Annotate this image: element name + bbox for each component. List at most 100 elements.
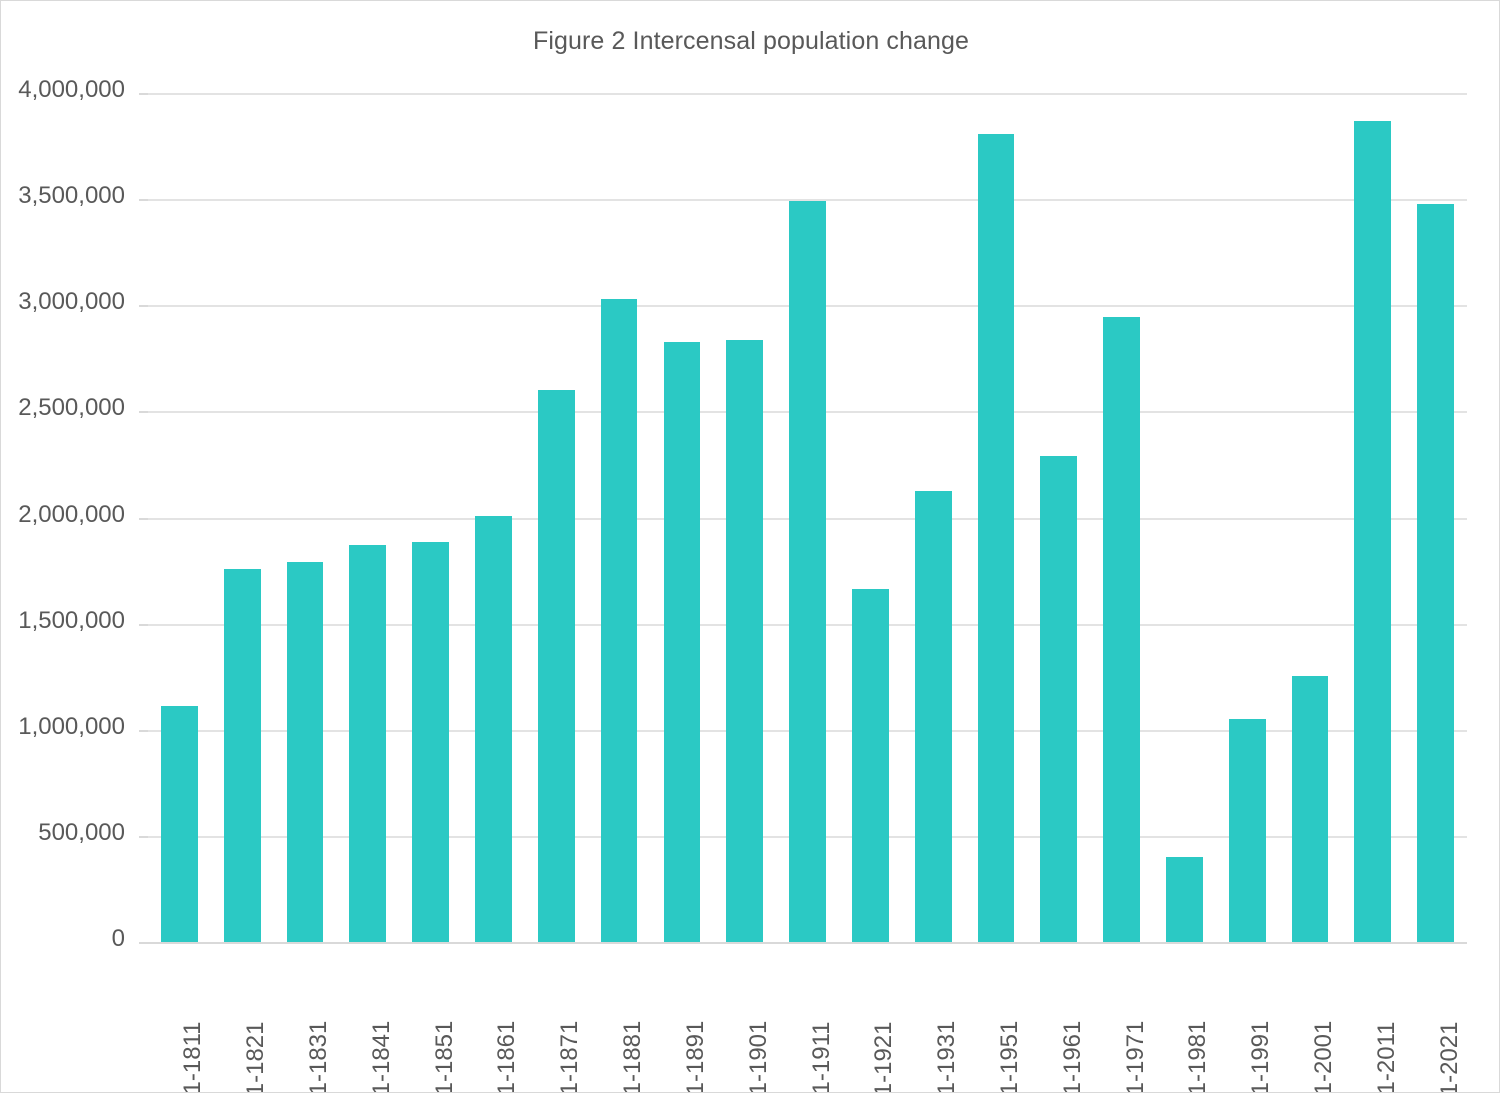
bar-slot (713, 93, 776, 942)
x-axis-tick-label: 1841-1851 (430, 1020, 458, 1093)
x-axis-tick-label: 1981-1991 (1247, 1020, 1275, 1093)
bar[interactable] (537, 389, 575, 942)
x-axis-tick-label: 1991-2001 (1310, 1020, 1338, 1093)
x-axis-tick-label: 1921-1931 (933, 1020, 961, 1093)
bar-slot (965, 93, 1028, 942)
x-axis-tick-label: 1861-1871 (556, 1020, 584, 1093)
gridline (148, 199, 1467, 202)
bar[interactable] (600, 298, 638, 942)
bar[interactable] (475, 516, 512, 942)
x-axis-tick: 1801-1811 (148, 950, 211, 1093)
bar[interactable] (663, 342, 701, 942)
bar[interactable] (412, 542, 450, 942)
x-axis-tick: 1921-1931 (902, 950, 965, 1093)
x-axis-tick: 1911-1921 (839, 950, 902, 1093)
x-axis-tick-label: 1881-1891 (681, 1020, 709, 1093)
x-axis-tick: 1991-2001 (1279, 950, 1342, 1093)
bar[interactable] (1166, 857, 1203, 942)
bar-slot (274, 93, 337, 942)
bar-slot (336, 93, 399, 942)
x-axis-tick-label: 1911-1921 (870, 1021, 898, 1093)
bar-slot (1090, 93, 1153, 942)
bar-slot (1153, 93, 1216, 942)
bar[interactable] (851, 588, 889, 942)
bar-slot (1279, 93, 1342, 942)
bar-slot (902, 93, 965, 942)
y-axis-tick-label: 0 (111, 925, 125, 952)
x-axis-tick-label: 1901-1911 (807, 1021, 835, 1093)
bar[interactable] (223, 568, 261, 942)
x-axis-tick: 1981-1991 (1216, 950, 1279, 1093)
y-axis-tick-label: 500,000 (38, 818, 125, 846)
y-axis-tick-label: 3,500,000 (18, 182, 125, 210)
y-axis-tick-mark (139, 305, 148, 308)
bar[interactable] (349, 545, 387, 942)
bar-slot (1027, 93, 1090, 942)
bar[interactable] (161, 705, 198, 942)
x-axis-tick: 1861-1871 (525, 950, 588, 1093)
y-axis-tick-label: 4,000,000 (18, 76, 125, 103)
bar-slot (839, 93, 902, 942)
x-axis-tick: 1871-1881 (588, 950, 651, 1093)
x-axis-tick-label: 1851-1861 (493, 1020, 521, 1093)
bar-slot (588, 93, 651, 942)
bar-slot (148, 93, 211, 942)
bar[interactable] (1354, 121, 1392, 942)
bar[interactable] (1291, 676, 1329, 942)
gridline (148, 942, 1467, 944)
bar-slot (1341, 93, 1404, 942)
y-axis-tick-mark (139, 411, 148, 414)
x-axis-tick: 1851-1861 (462, 950, 525, 1093)
x-axis-tick-label: 1871-1881 (619, 1020, 647, 1093)
bar-slot (1404, 93, 1467, 942)
bar[interactable] (726, 340, 764, 942)
y-axis-tick-label: 1,500,000 (18, 606, 125, 634)
bar-slot (776, 93, 839, 942)
bar-slot (525, 93, 588, 942)
x-axis-tick-label: 1831-1841 (367, 1020, 395, 1093)
y-axis-tick-mark (139, 835, 148, 838)
y-axis-tick-label: 1,000,000 (18, 712, 125, 740)
bar[interactable] (789, 201, 826, 942)
x-axis-tick: 1961-1971 (1090, 950, 1153, 1092)
x-axis: 1801-1811 1811-1821 1821-1831 1831-1841 1841… (148, 950, 1467, 1093)
bar[interactable] (286, 562, 324, 942)
x-axis-tick: 2001-2011 (1341, 950, 1404, 1093)
x-axis-tick: 2011-2021 (1404, 950, 1467, 1093)
bar-slot (462, 93, 525, 942)
y-axis-tick-label: 2,500,000 (18, 394, 125, 422)
y-axis-tick-mark (139, 517, 148, 520)
x-axis-tick-label: 1821-1831 (305, 1020, 333, 1093)
x-axis-tick-label: 1951-1961 (1058, 1020, 1086, 1093)
bar[interactable] (1103, 316, 1140, 942)
x-axis-tick: 1931-1951 (965, 950, 1028, 1092)
y-axis-tick-mark (139, 93, 148, 95)
x-axis-tick-label: 1971-1981 (1184, 1020, 1212, 1093)
gridline (148, 93, 1467, 95)
x-axis-tick: 1971-1981 (1153, 950, 1216, 1093)
x-axis-tick: 1831-1841 (336, 950, 399, 1093)
bar[interactable] (1228, 718, 1266, 942)
x-axis-tick: 1811-1821 (211, 950, 274, 1093)
x-axis-tick-label: 1891-1901 (744, 1020, 772, 1093)
x-axis-tick: 1901-1911 (776, 950, 839, 1093)
y-axis-tick-mark (139, 199, 148, 202)
bar[interactable] (977, 134, 1015, 942)
bar-series (148, 93, 1467, 942)
bar[interactable] (914, 490, 952, 942)
y-axis-tick-label: 3,000,000 (18, 288, 125, 316)
x-axis-tick-label: 1811-1821 (242, 1021, 270, 1093)
x-axis-tick-label: 2011-2021 (1435, 1021, 1463, 1093)
x-axis-tick: 1841-1851 (399, 950, 462, 1093)
bar-slot (211, 93, 274, 942)
x-axis-tick-label: 2001-2011 (1372, 1021, 1400, 1093)
x-axis-tick: 1821-1831 (274, 950, 337, 1093)
x-axis-tick: 1891-1901 (713, 950, 776, 1093)
bar-slot (399, 93, 462, 942)
bar[interactable] (1040, 455, 1078, 942)
bar[interactable] (1417, 204, 1455, 942)
x-axis-tick: 1951-1961 (1027, 950, 1090, 1093)
y-axis-tick-mark (139, 729, 148, 732)
y-axis-tick-mark (139, 942, 148, 944)
